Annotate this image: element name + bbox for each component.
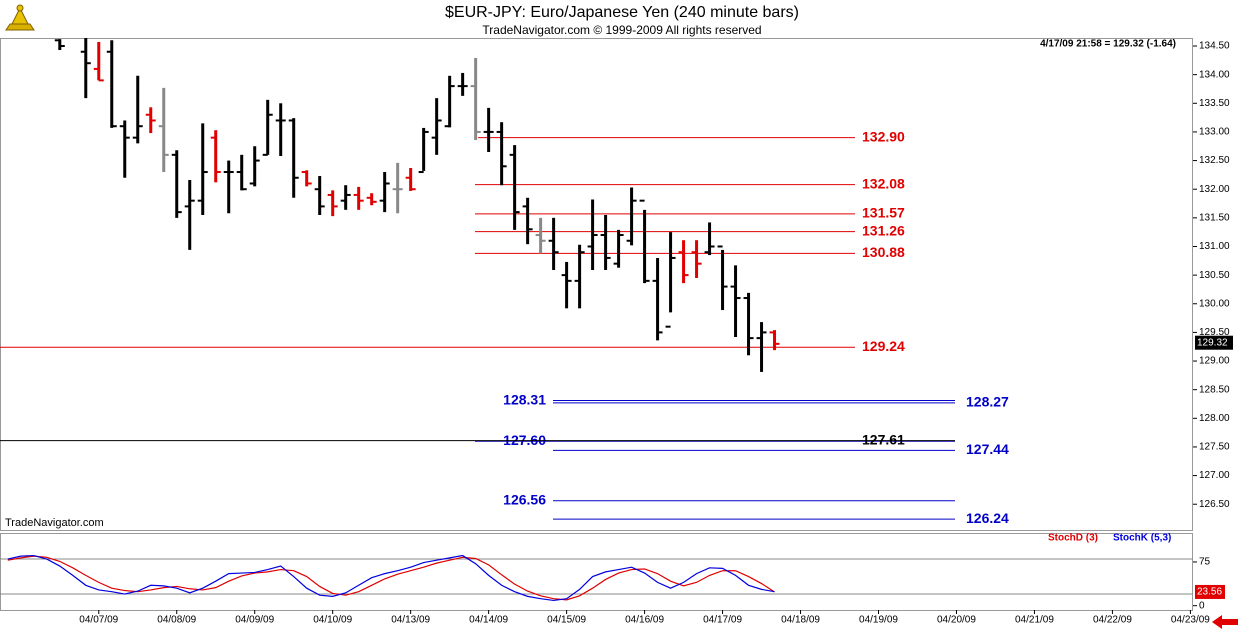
x-tick-label: 04/19/09	[859, 615, 898, 626]
y-tick-label: 131.50	[1199, 212, 1230, 223]
stoch-line	[7, 554, 775, 602]
level-label: 130.88	[862, 244, 905, 260]
watermark: TradeNavigator.com	[5, 517, 104, 529]
y-tick-label: 130.00	[1199, 298, 1230, 309]
y-tick-label: 127.00	[1199, 470, 1230, 481]
y-tick-label: 132.50	[1199, 155, 1230, 166]
chart-title: $EUR-JPY: Euro/Japanese Yen (240 minute …	[445, 4, 799, 21]
level-label: 128.27	[966, 394, 1009, 410]
scroll-arrow	[1212, 615, 1238, 629]
y-tick-label: 133.00	[1199, 127, 1230, 138]
last-price-label: 129.32	[1197, 337, 1228, 348]
stoch-frame	[0, 533, 1193, 611]
level-label: 132.90	[862, 128, 905, 144]
level-label: 131.26	[862, 222, 905, 238]
y-tick-label: 129.00	[1199, 356, 1230, 367]
y-tick-label: 131.00	[1199, 241, 1230, 252]
x-tick-label: 04/21/09	[1015, 615, 1054, 626]
y-tick-label: 134.00	[1199, 69, 1230, 80]
x-tick-label: 04/09/09	[235, 615, 274, 626]
x-tick-label: 04/07/09	[79, 615, 118, 626]
y-tick-label: 0	[1199, 600, 1205, 611]
level-label: 126.56	[503, 491, 546, 507]
level-label: 128.31	[503, 391, 546, 407]
last-value-box	[1195, 584, 1225, 599]
y-tick-label: 128.00	[1199, 413, 1230, 424]
level-label: 132.08	[862, 175, 905, 191]
x-tick-label: 04/18/09	[781, 615, 820, 626]
x-tick-label: 04/17/09	[703, 615, 742, 626]
last-value-label: 23.56	[1197, 587, 1222, 598]
x-tick-label: 04/15/09	[547, 615, 586, 626]
y-tick-label: 130.50	[1199, 270, 1230, 281]
level-label: 127.44	[966, 441, 1009, 457]
y-tick-label: 129.50	[1199, 327, 1230, 338]
legend-entry: StochD (3)	[1048, 533, 1098, 544]
y-tick-label: 127.50	[1199, 442, 1230, 453]
y-tick-label: 133.50	[1199, 98, 1230, 109]
level-label: 127.61	[862, 431, 905, 447]
x-tick-label: 04/23/09	[1171, 615, 1210, 626]
legend-entry: StochK (5,3)	[1113, 533, 1171, 544]
last-price-box	[1195, 335, 1233, 350]
y-tick-label: 126.50	[1199, 499, 1230, 510]
y-tick-label: 132.00	[1199, 184, 1230, 195]
level-label: 129.24	[862, 338, 905, 354]
x-tick-label: 04/10/09	[313, 615, 352, 626]
level-label: 131.57	[862, 205, 905, 221]
x-tick-label: 04/13/09	[391, 615, 430, 626]
x-tick-label: 04/22/09	[1093, 615, 1132, 626]
y-tick-label: 75	[1199, 557, 1211, 568]
logo	[5, 4, 35, 31]
x-tick-label: 04/16/09	[625, 615, 664, 626]
y-tick-label: 134.50	[1199, 41, 1230, 52]
y-tick-label: 128.50	[1199, 384, 1230, 395]
level-label: 126.24	[966, 510, 1009, 526]
info: 4/17/09 21:58 = 129.32 (-1.64)	[1040, 39, 1176, 50]
x-tick-label: 04/08/09	[157, 615, 196, 626]
level-label: 127.60	[503, 432, 546, 448]
main-frame	[0, 38, 1193, 531]
chart-subtitle: TradeNavigator.com © 1999-2009 All right…	[482, 23, 761, 37]
x-tick-label: 04/14/09	[469, 615, 508, 626]
x-tick-label: 04/20/09	[937, 615, 976, 626]
